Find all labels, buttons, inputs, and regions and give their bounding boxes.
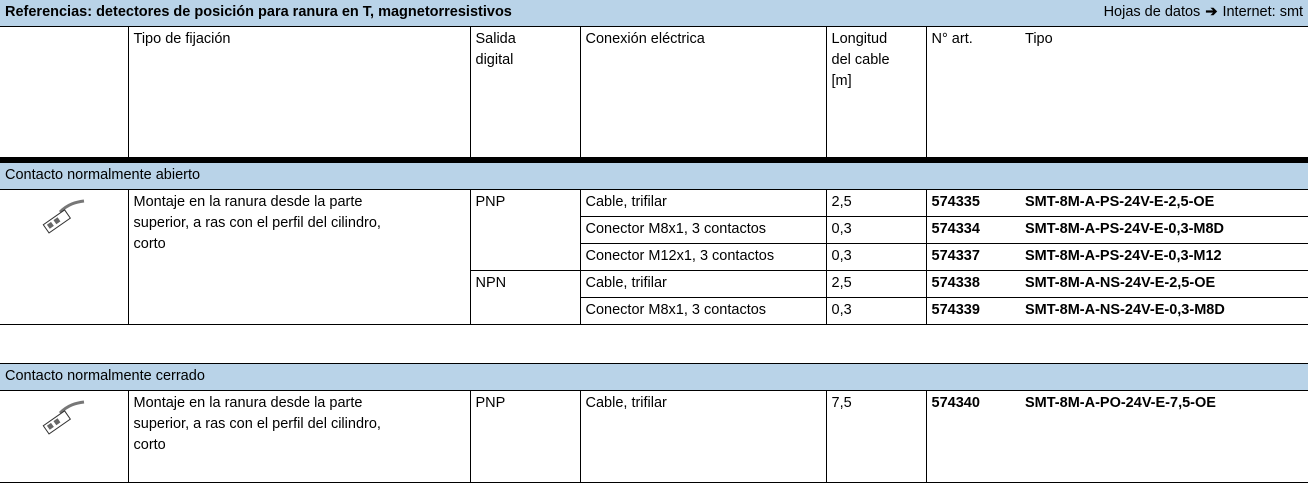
type-code: SMT-8M-A-PS-24V-E-2,5-OE — [1020, 189, 1308, 217]
cable-length: 2,5 — [825, 270, 927, 298]
text-line: Montaje en la ranura desde la parte — [133, 395, 363, 411]
arrow-icon: ➔ — [1205, 4, 1218, 20]
title-cell: Referencias: detectores de posición para… — [0, 0, 1308, 27]
connection: Cable, trifilar — [579, 189, 827, 217]
row — [0, 324, 1308, 364]
type-code: SMT-8M-A-PS-24V-E-0,3-M8D — [1020, 216, 1308, 244]
text-line: N° art. — [931, 31, 973, 47]
part-number: 574335 — [925, 189, 1020, 217]
row: Conector M8x1, 3 contactos 0,3 574339 SMT-8… — [0, 297, 1308, 325]
digital-output: NPN — [469, 270, 581, 325]
type-code: SMT-8M-A-PS-24V-E-0,3-M12 — [1020, 243, 1308, 271]
section-title: Contacto normalmente abierto — [0, 162, 1308, 190]
row: Contacto normalmente abierto — [0, 162, 1308, 190]
title: Referencias: detectores de posición para… — [5, 4, 512, 20]
spacer — [0, 324, 1308, 364]
connection: Conector M8x1, 3 contactos — [579, 216, 827, 244]
digital-output: PNP — [469, 189, 581, 271]
connection: Cable, trifilar — [579, 390, 827, 483]
type-code: SMT-8M-A-NS-24V-E-2,5-OE — [1020, 270, 1308, 298]
column-header: Longitud del cable [m] — [826, 26, 927, 160]
text-line: Conexión eléctrica — [585, 31, 705, 47]
text-line: del cable — [831, 52, 890, 68]
connection: Conector M12x1, 3 contactos — [579, 243, 827, 271]
sensor-drawing — [42, 400, 84, 435]
column-header: Salida digital — [470, 26, 581, 160]
text-line: Tipo — [1025, 31, 1053, 47]
cable-length: 0,3 — [825, 297, 927, 325]
text-line: corto — [133, 236, 166, 252]
row: Montaje en la ranura desde la parte super… — [0, 189, 1308, 325]
part-number: 574339 — [925, 297, 1020, 325]
mounting-type: Montaje en la ranura desde la parte super… — [127, 189, 471, 325]
column-header: Tipo — [1020, 26, 1308, 160]
text-line: Salida — [475, 31, 516, 47]
mounting-type: Montaje en la ranura desde la parte super… — [127, 390, 471, 483]
column-header: Conexión eléctrica — [580, 26, 827, 160]
text-line: superior, a ras con el perfil del cilind… — [133, 416, 381, 432]
part-number: 574334 — [925, 216, 1020, 244]
sensor-icon — [0, 390, 129, 483]
sensor-icon — [0, 189, 129, 325]
internet-label: Internet: smt — [1222, 4, 1304, 20]
type-code: SMT-8M-A-PO-24V-E-7,5-OE — [1020, 390, 1308, 483]
digital-output: PNP — [469, 390, 581, 483]
datasheet-label: Hojas de datos — [1103, 4, 1201, 20]
column-header: Tipo de fijación — [128, 26, 471, 160]
row: NPN Cable, trifilar 2,5 574338 SMT-8M-A-NS-2… — [0, 270, 1308, 325]
row: Referencias: detectores de posición para… — [0, 0, 1308, 27]
text-line: Longitud — [831, 31, 888, 47]
part-number: 574340 — [925, 390, 1020, 483]
connection: Conector M8x1, 3 contactos — [579, 297, 827, 325]
datasheet-link: Hojas de datos ➔ Internet: smt — [1104, 2, 1303, 23]
row: Contacto normalmente cerrado — [0, 363, 1308, 391]
part-number: 574337 — [925, 243, 1020, 271]
text-line: corto — [133, 437, 166, 453]
sensor-drawing — [42, 199, 84, 234]
section-title: Contacto normalmente cerrado — [0, 363, 1308, 391]
cable-length: 0,3 — [825, 216, 927, 244]
connection: Cable, trifilar — [579, 270, 827, 298]
cable-length: 7,5 — [825, 390, 927, 483]
text-line: superior, a ras con el perfil del cilind… — [133, 215, 381, 231]
text-line: Montaje en la ranura desde la parte — [133, 194, 363, 210]
type-code: SMT-8M-A-NS-24V-E-0,3-M8D — [1020, 297, 1308, 325]
cable-length: 2,5 — [825, 189, 927, 217]
icon-header — [0, 26, 129, 160]
part-number: 574338 — [925, 270, 1020, 298]
cable-length: 0,3 — [825, 243, 927, 271]
column-header: N° art. — [926, 27, 1020, 160]
text-line: digital — [475, 52, 514, 68]
text-line: Tipo de fijación — [133, 31, 231, 47]
row: Tipo de fijación Salida digital Conexión el… — [0, 26, 1308, 160]
text-line: [m] — [831, 73, 852, 89]
row: Montaje en la ranura desde la parte super… — [0, 390, 1308, 483]
